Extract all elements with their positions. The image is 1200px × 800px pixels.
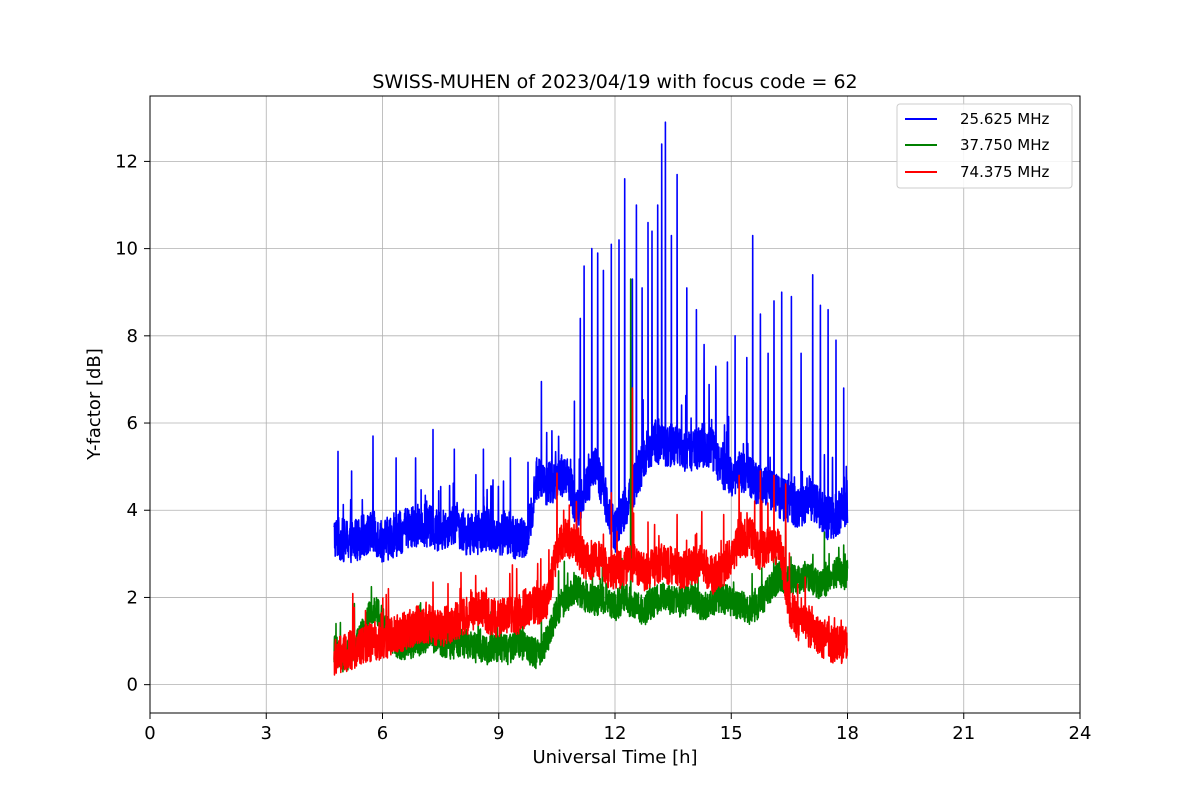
x-tick-label: 15 — [720, 723, 743, 744]
x-tick-label: 3 — [261, 723, 272, 744]
legend-box — [896, 103, 1073, 189]
x-tick-label: 18 — [836, 723, 859, 744]
x-tick-label: 24 — [1069, 723, 1092, 744]
legend-label-74mhz: 74.375 MHz — [960, 163, 1049, 181]
series-line-25mhz — [333, 121, 849, 564]
x-tick-label: 9 — [493, 723, 504, 744]
series-line-74mhz — [333, 387, 849, 676]
legend-label-37mhz: 37.750 MHz — [960, 136, 1049, 154]
y-tick-label: 4 — [127, 500, 138, 521]
x-tick-label: 0 — [144, 723, 155, 744]
y-tick-label: 10 — [115, 239, 138, 260]
y-tick-label: 6 — [127, 413, 138, 434]
series-layer — [333, 121, 849, 676]
y-tick-label: 8 — [127, 326, 138, 347]
x-tick-label: 12 — [604, 723, 627, 744]
x-axis-title: Universal Time [h] — [532, 747, 697, 768]
x-tick-label: 21 — [952, 723, 975, 744]
legend: 25.625 MHz 37.750 MHz 74.375 MHz — [896, 103, 1073, 189]
y-axis-title: Y-factor [dB] — [84, 348, 105, 461]
x-tick-label: 6 — [377, 723, 388, 744]
y-tick-label: 0 — [127, 675, 138, 696]
legend-label-25mhz: 25.625 MHz — [960, 110, 1049, 128]
y-tick-label: 12 — [115, 151, 138, 172]
chart-title: SWISS-MUHEN of 2023/04/19 with focus cod… — [372, 71, 857, 93]
y-tick-label: 2 — [127, 587, 138, 608]
